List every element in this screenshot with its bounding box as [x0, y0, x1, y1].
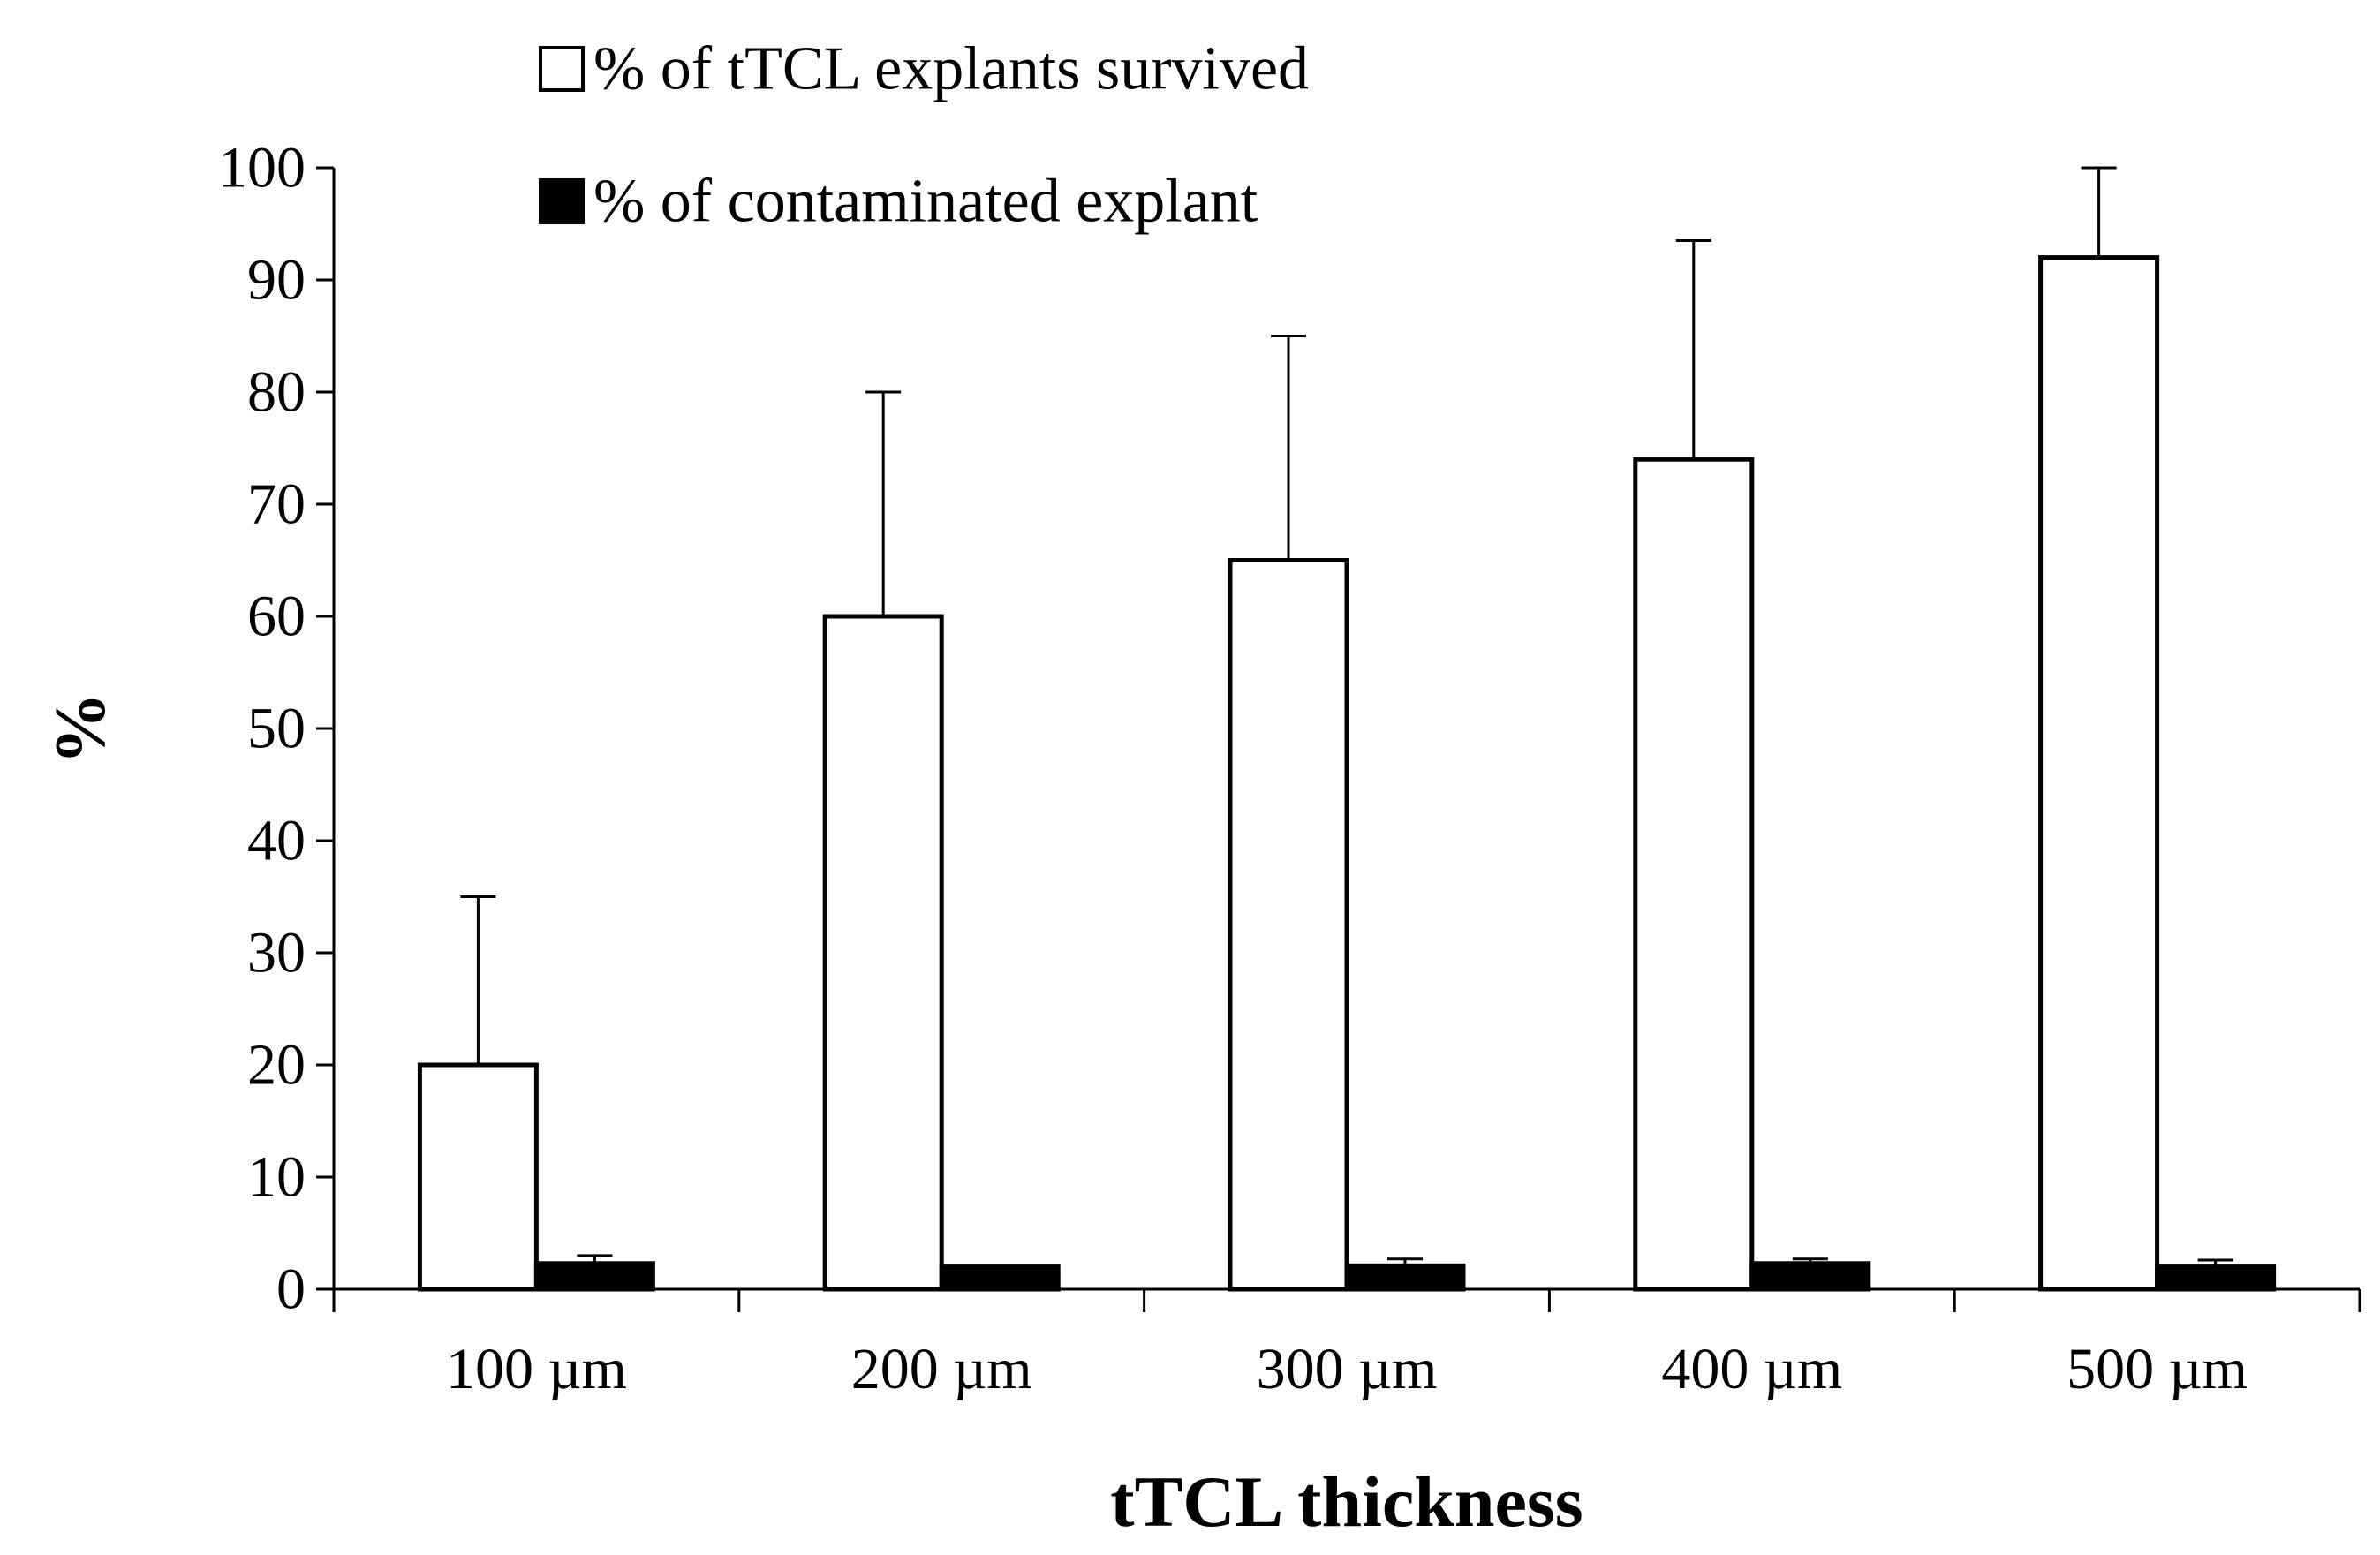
legend: % of tTCL explants survived % of contamin… — [539, 35, 1309, 236]
y-tick-label: 80 — [247, 360, 306, 425]
y-axis-title: % — [40, 692, 120, 765]
y-tick-label: 30 — [247, 921, 306, 985]
legend-swatch-series2 — [539, 178, 585, 224]
y-tick-label: 60 — [247, 585, 306, 649]
y-tick-label: 10 — [247, 1145, 306, 1210]
y-tick-label: 100 — [218, 136, 306, 200]
labels-layer: 0 10 20 30 40 50 60 70 80 90 100 100 µm 200 µm 300 µm… — [40, 136, 2248, 1543]
y-tick-label: 20 — [247, 1033, 306, 1098]
y-tick-label: 0 — [276, 1257, 306, 1322]
x-category-label: 100 µm — [446, 1337, 627, 1401]
legend-swatch-series1 — [539, 46, 585, 92]
y-tick-label: 50 — [247, 697, 306, 761]
bar-series1-4 — [1633, 457, 1755, 1292]
bars-layer — [417, 255, 2277, 1292]
x-category-label: 400 µm — [1661, 1337, 1842, 1401]
x-category-label: 300 µm — [1257, 1337, 1438, 1401]
bar-series2-2 — [939, 1264, 1061, 1292]
x-category-label: 200 µm — [851, 1337, 1032, 1401]
bar-series1-3 — [1228, 558, 1349, 1292]
bar-series2-5 — [2155, 1264, 2277, 1292]
bar-series2-3 — [1344, 1263, 1466, 1292]
x-category-label: 500 µm — [2066, 1337, 2248, 1401]
y-tick-label: 90 — [247, 248, 306, 313]
bar-series2-1 — [533, 1261, 655, 1292]
y-tick-label: 40 — [247, 809, 306, 873]
error-bars-layer — [460, 166, 2233, 1267]
bar-series2-4 — [1749, 1261, 1871, 1292]
bar-series1-5 — [2038, 255, 2160, 1292]
legend-label-series1: % of tTCL explants survived — [593, 35, 1309, 103]
y-tick-label: 70 — [247, 472, 306, 537]
bar-series1-1 — [417, 1062, 539, 1292]
legend-label-series2: % of contaminated explant — [593, 168, 1258, 236]
axes-layer — [316, 166, 2361, 1312]
bar-series1-2 — [822, 614, 944, 1292]
x-axis-title: tTCL thickness — [1110, 1461, 1583, 1542]
